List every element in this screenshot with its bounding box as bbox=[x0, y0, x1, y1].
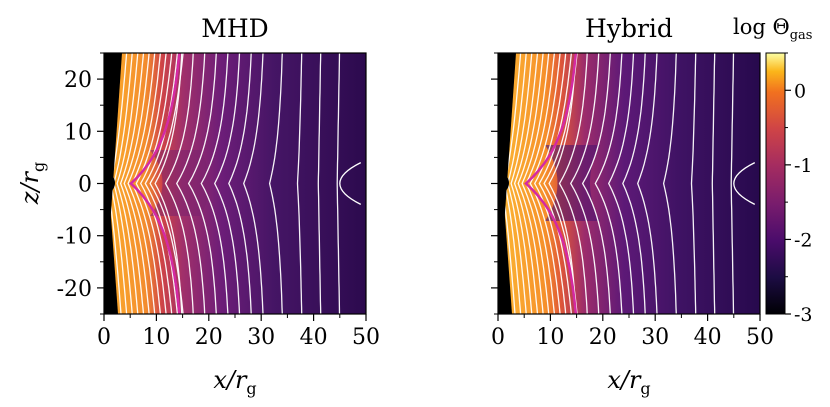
heatmap-hybrid bbox=[498, 53, 760, 314]
panel-title-mhd: MHD bbox=[201, 14, 268, 43]
field-line bbox=[200, 53, 229, 314]
axis-ticks-hybrid: 0 10 20 30 40 50 bbox=[491, 52, 774, 350]
x-tick-label: 30 bbox=[641, 325, 669, 350]
field-line bbox=[149, 53, 184, 314]
panel-mhd: MHD 0 10 20 30 40 50 20 10 0 -10 -20 bbox=[57, 14, 380, 350]
y-axis-label: z/rg bbox=[16, 162, 48, 205]
x-tick-label: 50 bbox=[746, 325, 774, 350]
field-line bbox=[144, 53, 179, 314]
x-axis-label-mhd: x/rg bbox=[213, 366, 256, 398]
field-line bbox=[123, 53, 150, 314]
field-line bbox=[116, 53, 139, 314]
x-tick-label: 30 bbox=[247, 325, 275, 350]
colorbar: log Θgas 0 -1 -2 -3 bbox=[733, 15, 813, 326]
midplane-region-mhd bbox=[150, 150, 210, 216]
boundary-contour-hybrid bbox=[524, 53, 578, 314]
field-lines-mhd bbox=[107, 53, 362, 314]
field-line bbox=[154, 53, 183, 314]
y-tick-label: -10 bbox=[57, 225, 92, 250]
field-line bbox=[164, 53, 194, 314]
field-line bbox=[690, 53, 697, 314]
black-hole-lower-hybrid bbox=[498, 120, 512, 314]
field-line bbox=[558, 53, 588, 314]
field-line bbox=[529, 53, 561, 314]
boundary-contour-mhd bbox=[129, 53, 181, 314]
field-line bbox=[243, 53, 264, 314]
field-line bbox=[594, 53, 623, 314]
field-line bbox=[730, 53, 735, 314]
field-line bbox=[607, 53, 635, 314]
heatmap-field-mhd bbox=[104, 53, 366, 314]
x-tick-label: 40 bbox=[300, 325, 328, 350]
x-tick-label: 20 bbox=[589, 325, 617, 350]
colorbar-tick-label: 0 bbox=[794, 80, 806, 102]
field-line bbox=[268, 53, 283, 314]
field-line bbox=[513, 53, 539, 314]
field-line bbox=[213, 53, 241, 314]
x-tick-label: 50 bbox=[352, 325, 380, 350]
colorbar-tick-label: -2 bbox=[794, 229, 813, 251]
panel-title-hybrid: Hybrid bbox=[585, 14, 673, 43]
field-line bbox=[622, 53, 646, 314]
colorbar-ticks: 0 -1 -2 -3 bbox=[785, 52, 813, 326]
y-tick-label: -20 bbox=[57, 277, 92, 302]
field-line bbox=[336, 53, 341, 314]
field-line bbox=[228, 53, 252, 314]
field-line bbox=[135, 53, 167, 314]
field-line bbox=[543, 53, 578, 314]
field-line bbox=[548, 53, 577, 314]
x-tick-label: 40 bbox=[694, 325, 722, 350]
heatmap-mhd bbox=[104, 53, 366, 314]
black-hole-lower-mhd bbox=[104, 120, 118, 314]
field-line bbox=[119, 53, 145, 314]
field-line bbox=[533, 53, 567, 314]
heatmap-field-hybrid bbox=[498, 53, 760, 314]
field-line bbox=[521, 53, 550, 314]
field-line bbox=[711, 53, 716, 314]
black-hole-mhd bbox=[104, 172, 115, 194]
y-tick-label: 10 bbox=[64, 120, 92, 145]
x-tick-label: 20 bbox=[195, 325, 223, 350]
y-tick-label: 0 bbox=[78, 173, 92, 198]
field-line bbox=[637, 53, 658, 314]
axis-ticks-mhd: 0 10 20 30 40 50 20 10 0 -10 -20 bbox=[57, 52, 380, 350]
x-axis-label-hybrid: x/rg bbox=[607, 366, 650, 398]
x-tick-label: 10 bbox=[142, 325, 170, 350]
panel-hybrid: Hybrid 0 10 20 30 40 50 bbox=[491, 14, 774, 350]
y-tick-label: 20 bbox=[64, 68, 92, 93]
colorbar-label: log Θgas bbox=[733, 15, 812, 43]
field-line bbox=[662, 53, 677, 314]
field-line bbox=[296, 53, 303, 314]
x-tick-label: 0 bbox=[97, 325, 111, 350]
field-line bbox=[581, 53, 611, 314]
field-line bbox=[175, 53, 206, 314]
colorbar-tick-label: -1 bbox=[794, 155, 813, 177]
x-tick-label: 0 bbox=[491, 325, 505, 350]
field-line bbox=[317, 53, 322, 314]
field-line bbox=[569, 53, 600, 314]
field-line bbox=[127, 53, 156, 314]
field-line bbox=[517, 53, 544, 314]
colorbar-gradient bbox=[765, 52, 786, 315]
black-hole-hybrid bbox=[498, 172, 509, 194]
field-line-loop bbox=[339, 162, 362, 205]
field-line bbox=[139, 53, 173, 314]
field-line bbox=[510, 53, 533, 314]
colorbar-tick-label: -3 bbox=[794, 304, 813, 326]
field-line bbox=[538, 53, 573, 314]
x-tick-label: 10 bbox=[536, 325, 564, 350]
field-line bbox=[187, 53, 217, 314]
field-line-loop bbox=[733, 162, 756, 205]
